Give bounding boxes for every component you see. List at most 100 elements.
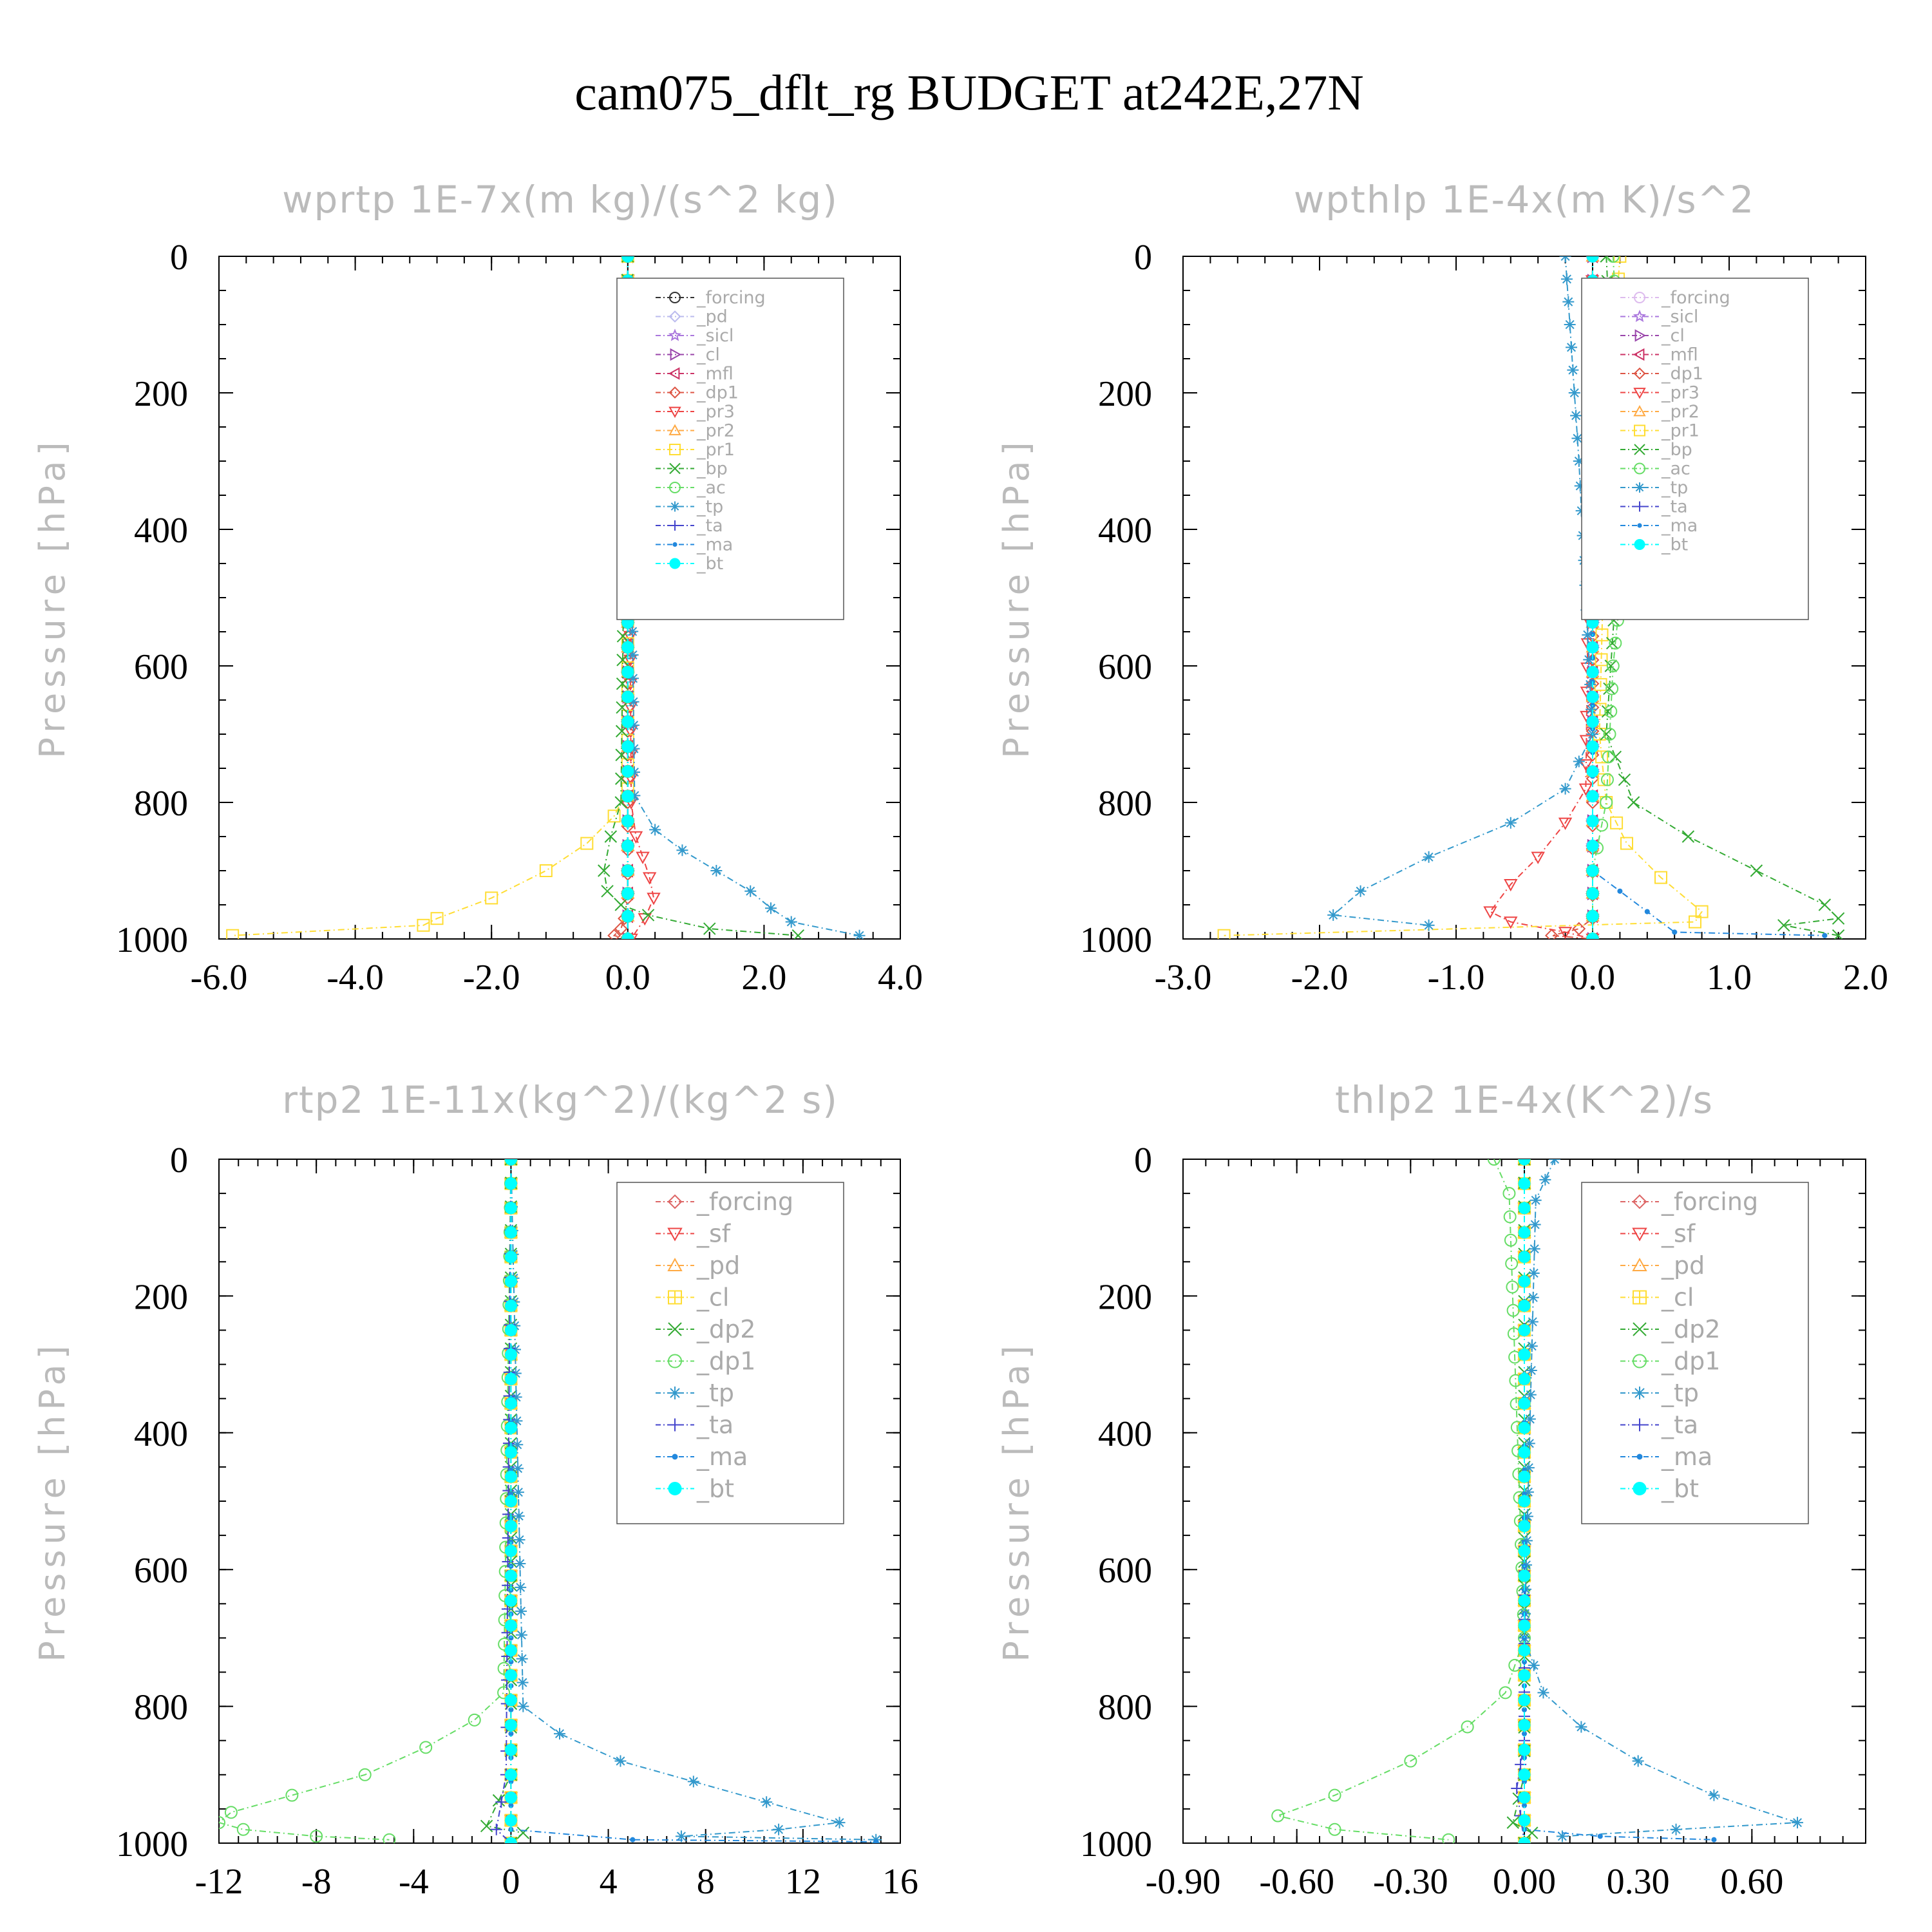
y-tick-label: 1000 — [1080, 1824, 1152, 1864]
y-tick-label: 1000 — [116, 920, 188, 960]
legend-marker — [1634, 424, 1645, 437]
plot-area — [219, 1159, 882, 1843]
data-point — [1586, 256, 1599, 263]
data-point — [1518, 1251, 1531, 1264]
legend-entry: _dp1 — [1661, 1347, 1720, 1376]
legend-marker — [668, 386, 681, 399]
data-point — [1423, 919, 1435, 931]
data-point — [504, 1743, 517, 1756]
data-point — [1518, 1837, 1531, 1843]
data-point — [1792, 1817, 1803, 1829]
data-point — [1518, 1324, 1531, 1336]
data-point — [1526, 1340, 1538, 1352]
data-point — [621, 641, 634, 654]
data-point — [1537, 1687, 1549, 1699]
x-tick-label: -0.60 — [1259, 1862, 1334, 1902]
data-point — [621, 666, 634, 679]
data-point — [511, 1439, 524, 1451]
data-point — [1461, 1720, 1474, 1734]
data-point — [1711, 1837, 1717, 1842]
data-point — [1600, 773, 1614, 786]
data-point — [1521, 1659, 1528, 1665]
data-point — [1518, 1594, 1531, 1607]
data-point — [1518, 1300, 1531, 1312]
panel-1: wprtp 1E-7x(m kg)/(s^2 kg) Pressure [hPa]… — [32, 178, 923, 998]
data-point — [1586, 839, 1599, 852]
legend-marker — [1634, 462, 1645, 475]
x-tick-label: -6.0 — [191, 958, 248, 998]
y-tick-label: 1000 — [1080, 920, 1152, 960]
legend-entry: _forcing — [696, 288, 766, 308]
data-point — [1606, 659, 1620, 672]
data-point — [621, 790, 634, 802]
legend-entry: _tp — [1661, 478, 1688, 498]
x-tick-label: -4.0 — [327, 958, 384, 998]
data-point — [495, 1796, 507, 1808]
data-point — [1528, 1243, 1540, 1255]
data-point — [1518, 1226, 1531, 1239]
panel-3: rtp2 1E-11x(kg^2)/(kg^2 s) Pressure [hPa]… — [32, 1078, 918, 1902]
data-point — [1526, 1316, 1539, 1328]
legend-marker — [668, 424, 681, 435]
legend-entry: _pr2 — [1661, 402, 1700, 422]
data-point — [513, 1510, 525, 1522]
legend-marker — [1634, 539, 1645, 550]
legend-entry: _bp — [696, 459, 728, 479]
data-point — [1566, 341, 1578, 354]
x-tick-label: -8 — [301, 1862, 332, 1902]
data-point — [833, 1817, 846, 1829]
data-point — [1528, 1659, 1540, 1671]
data-point — [502, 1532, 514, 1544]
data-point — [1575, 1721, 1587, 1733]
data-point — [1549, 1159, 1561, 1165]
data-point — [497, 1662, 511, 1675]
legend-box — [616, 278, 844, 620]
legend-marker — [672, 542, 677, 547]
data-point — [1527, 1291, 1539, 1303]
x-tick-label: 1.0 — [1707, 958, 1752, 998]
data-point — [504, 1470, 517, 1483]
legend-entry: _ta — [1661, 1411, 1698, 1439]
legend-entry: _pr3 — [696, 402, 735, 422]
legend-marker — [1633, 1290, 1647, 1305]
data-point — [1558, 817, 1573, 830]
data-point — [1586, 790, 1599, 802]
data-point — [1567, 364, 1579, 376]
legend-entry: _pr3 — [1661, 383, 1700, 403]
data-point — [1681, 830, 1695, 843]
data-point — [1558, 927, 1573, 939]
legend-entry: _ma — [696, 1443, 748, 1471]
data-point — [1518, 1159, 1531, 1166]
y-tick-label: 200 — [134, 1277, 188, 1317]
data-point — [628, 743, 640, 755]
data-point — [1518, 1495, 1531, 1508]
data-point — [1573, 755, 1585, 768]
data-point — [1539, 1173, 1551, 1186]
legend-entry: _pd — [696, 1251, 740, 1280]
legend-entry: _forcing — [696, 1188, 793, 1216]
data-point — [616, 630, 630, 643]
data-point — [1518, 1619, 1531, 1632]
data-point — [621, 740, 634, 753]
x-tick-label: -2.0 — [463, 958, 520, 998]
data-point — [773, 1823, 785, 1835]
legend-marker — [669, 482, 681, 493]
data-point — [1502, 1187, 1516, 1200]
data-point — [1523, 1437, 1535, 1450]
legend-marker — [1634, 292, 1645, 303]
x-tick-label: 2.0 — [1843, 958, 1888, 998]
data-point — [629, 831, 643, 844]
data-point — [1564, 319, 1576, 330]
data-point — [1586, 765, 1599, 778]
data-point — [621, 815, 634, 828]
data-point — [504, 1446, 517, 1459]
data-point — [504, 1159, 517, 1166]
x-tick-label: 8 — [697, 1862, 715, 1902]
data-point — [1670, 1823, 1682, 1835]
data-point — [1518, 1275, 1531, 1288]
data-point — [1586, 887, 1599, 900]
legend-marker — [1633, 404, 1646, 417]
y-tick-label: 600 — [1098, 647, 1152, 687]
x-tick-label: 12 — [785, 1862, 821, 1902]
data-point — [1525, 1365, 1537, 1377]
